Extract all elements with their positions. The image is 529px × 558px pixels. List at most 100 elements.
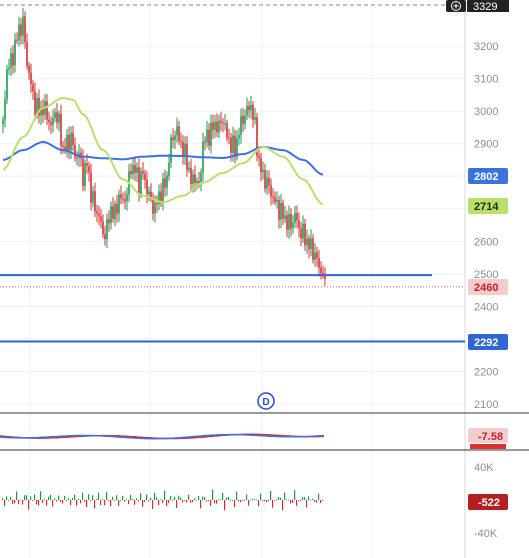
badge-last-price-label: 2460	[474, 282, 498, 294]
candle-body	[130, 171, 132, 175]
candle-body	[98, 213, 100, 217]
candle-body	[178, 126, 180, 141]
moving-average-green-line	[2, 97, 324, 206]
candle-body	[256, 117, 258, 156]
price-tick-label: 2600	[474, 236, 498, 248]
oscillator-2-bar	[94, 500, 96, 509]
candle-body	[28, 66, 30, 73]
candle-body	[276, 200, 278, 202]
oscillator-2-bar	[76, 500, 78, 506]
price-tick-label: 2400	[474, 301, 498, 313]
candle-body	[54, 112, 56, 119]
oscillator-2-bar	[156, 497, 158, 500]
candle-body	[238, 134, 240, 139]
oscillator-2-bar	[58, 495, 60, 500]
oscillator-2-bar	[216, 500, 218, 504]
oscillator-2-bar	[178, 495, 180, 500]
oscillator-2-bar	[160, 499, 162, 501]
oscillator-2-bar	[276, 499, 278, 501]
candle-body	[64, 146, 66, 151]
candle-body	[236, 138, 238, 157]
oscillator-2-bar	[10, 497, 12, 500]
candle-body	[102, 221, 104, 235]
candle-body	[244, 115, 246, 124]
oscillator-2-bar	[298, 500, 300, 501]
oscillator-2-bar	[282, 500, 284, 511]
candle-body	[146, 180, 148, 195]
oscillator-2-bar	[260, 493, 262, 500]
oscillator-2-bar	[132, 499, 134, 500]
oscillator-2-bar	[228, 496, 230, 500]
oscillator-2-bar	[306, 500, 308, 508]
candle-body	[260, 158, 262, 173]
candle-body	[18, 24, 20, 41]
candle-body	[298, 220, 300, 229]
candle-body	[110, 206, 112, 224]
candle-body	[84, 163, 86, 187]
oscillator-1-badge: -7.58	[468, 428, 508, 443]
oscillator-2-bar	[254, 498, 256, 500]
oscillator-2-bar	[66, 500, 68, 502]
oscillator-2-bar	[234, 500, 236, 508]
price-tick-label: 3200	[474, 41, 498, 53]
oscillator-2-bar	[308, 496, 310, 500]
candle-body	[216, 121, 218, 133]
candle-body	[314, 252, 316, 260]
oscillator-2-bar	[20, 499, 22, 501]
oscillator-2-bar	[194, 498, 196, 500]
price-tick-label: 2900	[474, 139, 498, 151]
oscillator-2-bar	[4, 500, 6, 507]
oscillator-2-bar	[172, 500, 174, 501]
candle-body	[14, 39, 16, 66]
oscillator-2-bar	[162, 500, 164, 503]
oscillator-2-bar	[198, 496, 200, 500]
candle-body	[48, 119, 50, 123]
candle-body	[268, 177, 270, 186]
candle-body	[316, 252, 318, 259]
oscillator-2-bar	[84, 500, 86, 502]
oscillator-2-bar	[52, 500, 54, 507]
oscillator-2-bar	[64, 495, 66, 500]
candle-body	[140, 171, 142, 195]
oscillator-2-bar	[44, 498, 46, 500]
candle-body	[134, 165, 136, 173]
oscillator-2-bar	[202, 496, 204, 500]
oscillator-2-bar	[292, 500, 294, 503]
candle-body	[240, 115, 242, 135]
candle-body	[304, 224, 306, 246]
oscillator-2-bar	[68, 498, 70, 500]
oscillator-2-bar	[124, 500, 126, 502]
candle-body	[292, 222, 294, 229]
oscillator-2-bar	[196, 499, 198, 501]
event-marker[interactable]: D	[257, 392, 275, 410]
oscillator-2-bar	[14, 500, 16, 504]
candle-body	[172, 137, 174, 141]
candle-body	[184, 143, 186, 157]
oscillator-2-bar	[46, 500, 48, 506]
oscillator-2-bar	[96, 498, 98, 500]
oscillator-2-tick-bottom: -40K	[474, 528, 498, 540]
candle-body	[214, 121, 216, 130]
badge-hline-lower-label: 2292	[474, 337, 498, 349]
oscillator-2-bar	[280, 497, 282, 500]
candle-body	[232, 135, 234, 153]
oscillator-2-bar	[38, 500, 40, 506]
candle-body	[12, 53, 14, 66]
candle-body	[246, 105, 248, 116]
oscillator-2-bar	[286, 499, 288, 501]
candle-body	[42, 106, 44, 115]
oscillator-2-bar	[170, 495, 172, 500]
oscillator-2-bar	[258, 500, 260, 507]
vertical-grid	[29, 0, 373, 558]
oscillator-2-bar	[268, 500, 270, 502]
oscillator-2-bar	[242, 500, 244, 501]
oscillator-2-bar	[278, 496, 280, 500]
oscillator-2-bar	[88, 494, 90, 500]
add-alert-button[interactable]	[446, 0, 466, 12]
candle-body	[76, 157, 78, 159]
oscillator-2-bar	[224, 500, 226, 511]
candle-body	[308, 238, 310, 250]
horizontal-grid	[0, 45, 465, 405]
candle-body	[8, 67, 10, 70]
oscillator-2-bar	[204, 496, 206, 500]
